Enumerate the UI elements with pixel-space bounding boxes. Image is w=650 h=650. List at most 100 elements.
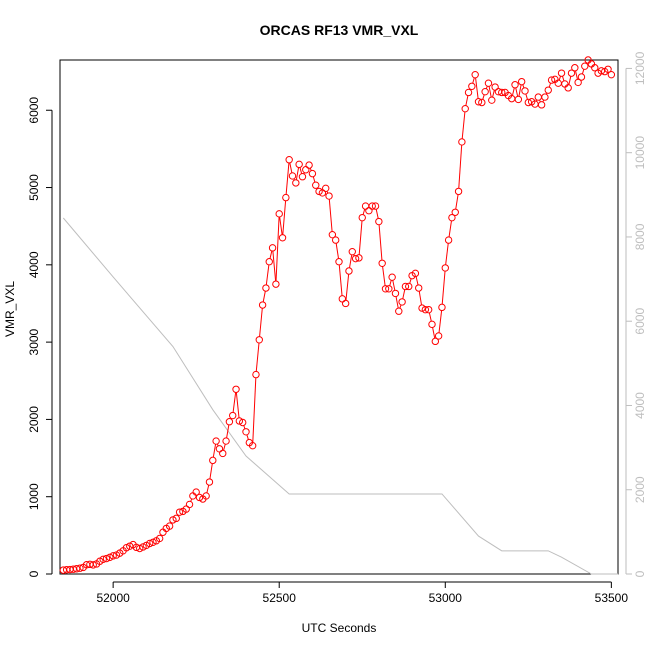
y-tick-label: 2000 xyxy=(27,406,41,433)
data-point xyxy=(288,172,297,180)
series-primary-segment xyxy=(409,278,412,284)
data-point xyxy=(298,173,307,181)
data-point xyxy=(292,179,300,187)
data-point xyxy=(604,65,612,73)
data-point xyxy=(544,86,552,94)
data-point xyxy=(195,493,204,502)
series-primary-segment xyxy=(581,69,585,75)
series-primary-segment xyxy=(389,280,392,286)
series-primary-segment xyxy=(235,392,240,418)
series-primary-segment xyxy=(472,77,475,84)
data-point xyxy=(212,437,220,445)
data-point xyxy=(255,336,263,344)
data-point xyxy=(136,544,144,553)
data-point xyxy=(272,280,280,288)
data-point xyxy=(488,96,496,104)
data-point xyxy=(235,417,244,425)
data-point xyxy=(371,202,380,210)
data-point xyxy=(537,101,546,109)
data-point xyxy=(341,299,350,308)
plot-frame xyxy=(59,59,619,575)
x-tick-label: 52500 xyxy=(263,591,297,605)
y2-tick-label: 8000 xyxy=(633,223,647,250)
data-point xyxy=(348,247,356,256)
data-point xyxy=(312,181,320,189)
series-primary-segment xyxy=(345,274,350,301)
data-point xyxy=(534,93,542,101)
series-primary-segment xyxy=(269,250,273,259)
data-point xyxy=(418,304,426,312)
series-primary-segment xyxy=(488,86,492,98)
y-tick-label: 0 xyxy=(27,570,41,577)
series-primary-segment xyxy=(226,424,230,438)
series-primary-segment xyxy=(378,224,383,261)
series-primary-segment xyxy=(295,167,300,180)
series-primary-segment xyxy=(558,76,562,81)
data-point xyxy=(385,285,393,293)
series-primary-segment xyxy=(328,199,333,232)
series-primary-segment xyxy=(415,276,419,286)
series-primary-segment xyxy=(525,93,528,100)
data-point xyxy=(428,320,436,329)
data-point xyxy=(468,82,476,90)
data-point xyxy=(378,259,386,267)
data-point xyxy=(448,213,456,222)
data-point xyxy=(149,538,157,547)
series-primary-segment xyxy=(395,296,399,309)
series-primary-segment xyxy=(518,84,522,97)
data-point xyxy=(215,445,224,453)
data-point xyxy=(285,156,293,164)
data-point xyxy=(424,305,433,314)
series-primary-segment xyxy=(285,162,290,195)
series-primary-segment xyxy=(275,216,280,281)
y2-tick-label: 6000 xyxy=(633,308,647,335)
data-point xyxy=(278,234,287,242)
series-primary-segment xyxy=(441,271,446,305)
series-primary-segment xyxy=(561,76,565,82)
series-primary-segment xyxy=(349,254,353,268)
series-primary-segment xyxy=(206,485,210,493)
data-point xyxy=(145,539,154,548)
data-point xyxy=(248,441,257,450)
series-primary-segment xyxy=(568,76,572,85)
data-point xyxy=(109,552,117,560)
series-primary-segment xyxy=(246,434,249,440)
data-point xyxy=(169,516,177,524)
data-point xyxy=(541,93,549,101)
data-point xyxy=(258,301,267,309)
data-point xyxy=(302,166,310,174)
series-primary-segment xyxy=(458,145,463,189)
series-primary-segment xyxy=(402,289,406,299)
data-point xyxy=(222,437,230,445)
data-point xyxy=(388,273,396,281)
series-primary-segment xyxy=(511,87,515,96)
data-point xyxy=(265,258,273,266)
data-point xyxy=(89,561,97,569)
series-primary-segment xyxy=(335,243,340,259)
data-point xyxy=(474,98,483,106)
data-point xyxy=(338,295,347,303)
y-tick-label: 6000 xyxy=(27,97,41,124)
series-primary-segment xyxy=(445,243,449,265)
data-point xyxy=(331,236,340,244)
data-point xyxy=(282,193,290,202)
data-point xyxy=(368,202,376,210)
data-point xyxy=(175,508,184,516)
series-primary-segment xyxy=(299,167,303,174)
series-primary-segment xyxy=(338,264,343,296)
data-point xyxy=(325,192,333,200)
series-primary-segment xyxy=(432,327,436,339)
data-point xyxy=(511,81,519,89)
data-point xyxy=(172,514,180,523)
series-primary-segment xyxy=(475,77,479,99)
data-point xyxy=(295,160,303,169)
chart-title: ORCAS RF13 VMR_VXL xyxy=(260,22,419,38)
series-primary-segment xyxy=(522,84,525,89)
y2-tick-label: 2000 xyxy=(633,476,647,503)
series-primary-segment xyxy=(289,162,293,173)
data-point xyxy=(351,254,360,263)
axes: 52000 52500 53000 53500 0 1000 2000 3000 4000 500… xyxy=(27,51,647,605)
data-point xyxy=(415,284,423,292)
series-primary-segment xyxy=(223,444,226,451)
data-point xyxy=(574,78,582,87)
